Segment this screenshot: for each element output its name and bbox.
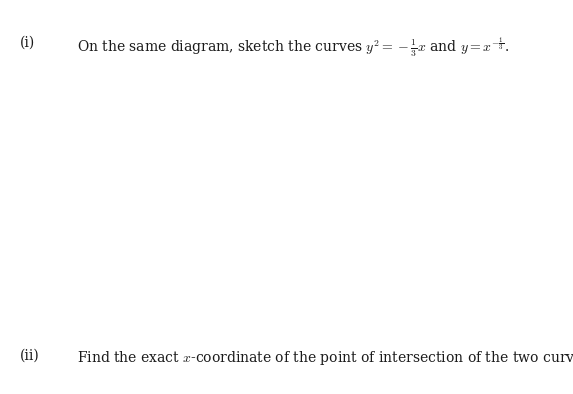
Text: (i): (i) [20,35,36,50]
Text: (ii): (ii) [20,349,40,363]
Text: On the same diagram, sketch the curves $y^2 = -\frac{1}{3}x$ and $y = x^{-\frac{: On the same diagram, sketch the curves $… [77,35,510,59]
Text: Find the exact $x$-coordinate of the point of intersection of the two curves.: Find the exact $x$-coordinate of the poi… [77,349,573,367]
